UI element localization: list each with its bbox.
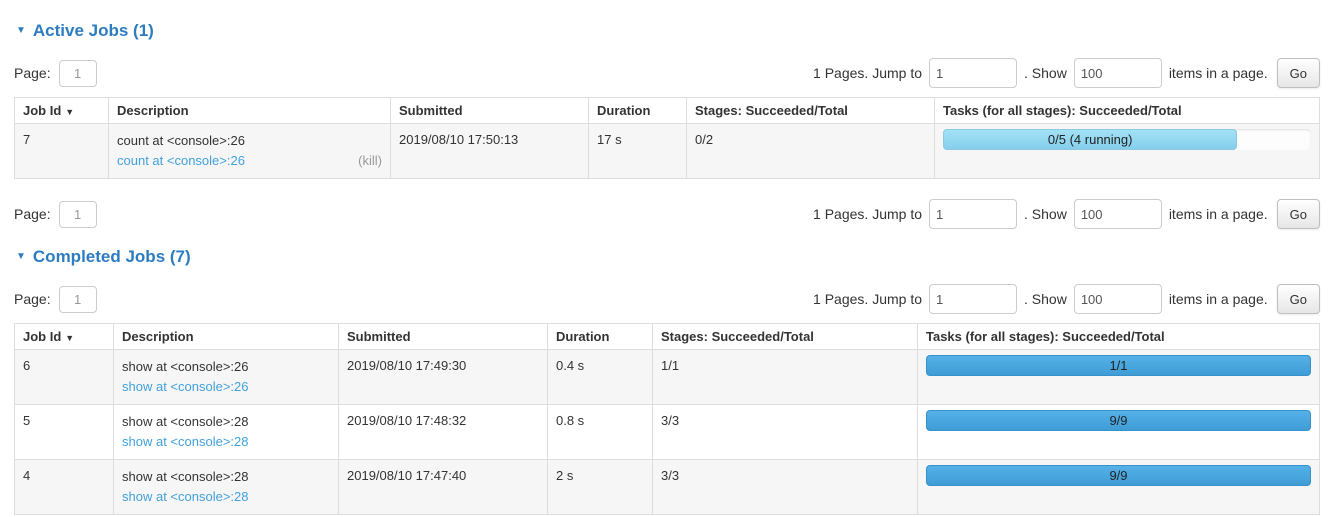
items-per-page-input[interactable]: [1073, 58, 1162, 88]
progress-bar-fill: 0/5 (4 running): [943, 129, 1238, 150]
tasks-progress: 9/9: [926, 465, 1311, 486]
tasks-cell: 0/5 (4 running): [934, 123, 1320, 179]
page-label: Page:: [14, 206, 51, 222]
col-header-stages[interactable]: Stages: Succeeded/Total: [686, 97, 935, 124]
stages-cell: 3/3: [652, 404, 918, 460]
page-label: Page:: [14, 291, 51, 307]
page-number-button[interactable]: 1: [58, 200, 97, 228]
tasks-cell: 9/9: [917, 404, 1320, 460]
pages-jump-text: 1 Pages. Jump to: [813, 291, 922, 307]
page-number-button[interactable]: 1: [58, 59, 97, 87]
table-header-row: Job Id ▼ Description Submitted Duration S…: [14, 323, 1320, 350]
go-button[interactable]: Go: [1276, 284, 1320, 314]
tasks-progress: 0/5 (4 running): [943, 129, 1311, 150]
jump-to-page-input[interactable]: [929, 284, 1017, 314]
description-link[interactable]: show at <console>:28: [122, 434, 249, 449]
description-link[interactable]: show at <console>:28: [122, 489, 249, 504]
active-jobs-header[interactable]: ▼ Active Jobs (1): [16, 21, 1320, 41]
stages-cell: 0/2: [686, 123, 935, 179]
col-header-job-id[interactable]: Job Id ▼: [14, 97, 109, 124]
submitted-cell: 2019/08/10 17:47:40: [338, 459, 548, 515]
job-id-cell: 7: [14, 123, 109, 179]
items-per-page-input[interactable]: [1073, 199, 1162, 229]
col-header-description[interactable]: Description: [113, 323, 339, 350]
items-per-page-text: items in a page.: [1168, 65, 1268, 81]
table-row: 6 show at <console>:26 show at <console>…: [14, 349, 1320, 405]
collapse-arrow-icon: ▼: [16, 251, 26, 262]
jobs-page: ▼ Active Jobs (1) Page: 1 1 Pages. Jump …: [0, 21, 1328, 515]
duration-cell: 2 s: [547, 459, 653, 515]
items-per-page-text: items in a page.: [1168, 291, 1268, 307]
description-cell: show at <console>:28 show at <console>:2…: [113, 459, 339, 515]
col-header-submitted[interactable]: Submitted: [338, 323, 548, 350]
description-text: show at <console>:26: [122, 359, 249, 374]
table-header-row: Job Id ▼ Description Submitted Duration S…: [14, 97, 1320, 124]
duration-cell: 0.8 s: [547, 404, 653, 460]
tasks-cell: 1/1: [917, 349, 1320, 405]
section-title-text: Completed Jobs (7): [32, 247, 191, 266]
col-header-submitted[interactable]: Submitted: [390, 97, 589, 124]
show-text: . Show: [1024, 291, 1067, 307]
pagination-bar: Page: 1 1 Pages. Jump to . Show items in…: [14, 199, 1320, 229]
pagination-bar: Page: 1 1 Pages. Jump to . Show items in…: [14, 58, 1320, 88]
col-header-description[interactable]: Description: [108, 97, 391, 124]
description-link[interactable]: show at <console>:26: [122, 379, 249, 394]
show-text: . Show: [1024, 65, 1067, 81]
active-jobs-table: Job Id ▼ Description Submitted Duration S…: [14, 97, 1320, 179]
col-header-duration[interactable]: Duration: [547, 323, 653, 350]
tasks-cell: 9/9: [917, 459, 1320, 515]
job-id-cell: 4: [14, 459, 114, 515]
col-header-job-id[interactable]: Job Id ▼: [14, 323, 114, 350]
submitted-cell: 2019/08/10 17:48:32: [338, 404, 548, 460]
pages-jump-text: 1 Pages. Jump to: [813, 65, 922, 81]
jump-to-page-input[interactable]: [929, 58, 1017, 88]
table-row: 7 count at <console>:26 count at <consol…: [14, 123, 1320, 179]
stages-cell: 3/3: [652, 459, 918, 515]
sort-desc-icon: ▼: [65, 107, 75, 117]
duration-cell: 0.4 s: [547, 349, 653, 405]
job-id-cell: 5: [14, 404, 114, 460]
collapse-arrow-icon: ▼: [16, 25, 26, 36]
tasks-progress: 1/1: [926, 355, 1311, 376]
sort-desc-icon: ▼: [65, 333, 75, 343]
description-cell: show at <console>:28 show at <console>:2…: [113, 404, 339, 460]
show-text: . Show: [1024, 206, 1067, 222]
table-row: 5 show at <console>:28 show at <console>…: [14, 404, 1320, 460]
progress-bar-fill: 9/9: [926, 410, 1311, 431]
description-text: show at <console>:28: [122, 469, 249, 484]
col-header-duration[interactable]: Duration: [588, 97, 687, 124]
items-per-page-text: items in a page.: [1168, 206, 1268, 222]
completed-jobs-header[interactable]: ▼ Completed Jobs (7): [16, 247, 1320, 267]
go-button[interactable]: Go: [1276, 58, 1320, 88]
description-text: count at <console>:26: [117, 133, 245, 148]
pages-jump-text: 1 Pages. Jump to: [813, 206, 922, 222]
duration-cell: 17 s: [588, 123, 687, 179]
description-cell: count at <console>:26 count at <console>…: [108, 123, 391, 179]
table-row: 4 show at <console>:28 show at <console>…: [14, 459, 1320, 515]
section-title-text: Active Jobs (1): [32, 21, 154, 40]
col-header-stages[interactable]: Stages: Succeeded/Total: [652, 323, 918, 350]
pagination-bar: Page: 1 1 Pages. Jump to . Show items in…: [14, 284, 1320, 314]
description-link[interactable]: count at <console>:26: [117, 153, 245, 168]
progress-bar-fill: 1/1: [926, 355, 1311, 376]
progress-bar-fill: 9/9: [926, 465, 1311, 486]
col-header-tasks[interactable]: Tasks (for all stages): Succeeded/Total: [934, 97, 1320, 124]
page-label: Page:: [14, 65, 51, 81]
description-cell: show at <console>:26 show at <console>:2…: [113, 349, 339, 405]
page-number-button[interactable]: 1: [58, 285, 97, 313]
stages-cell: 1/1: [652, 349, 918, 405]
jump-to-page-input[interactable]: [929, 199, 1017, 229]
submitted-cell: 2019/08/10 17:50:13: [390, 123, 589, 179]
submitted-cell: 2019/08/10 17:49:30: [338, 349, 548, 405]
col-header-tasks[interactable]: Tasks (for all stages): Succeeded/Total: [917, 323, 1320, 350]
go-button[interactable]: Go: [1276, 199, 1320, 229]
description-text: show at <console>:28: [122, 414, 249, 429]
items-per-page-input[interactable]: [1073, 284, 1162, 314]
completed-jobs-table: Job Id ▼ Description Submitted Duration S…: [14, 323, 1320, 515]
tasks-progress: 9/9: [926, 410, 1311, 431]
kill-link[interactable]: (kill): [358, 153, 382, 168]
job-id-cell: 6: [14, 349, 114, 405]
